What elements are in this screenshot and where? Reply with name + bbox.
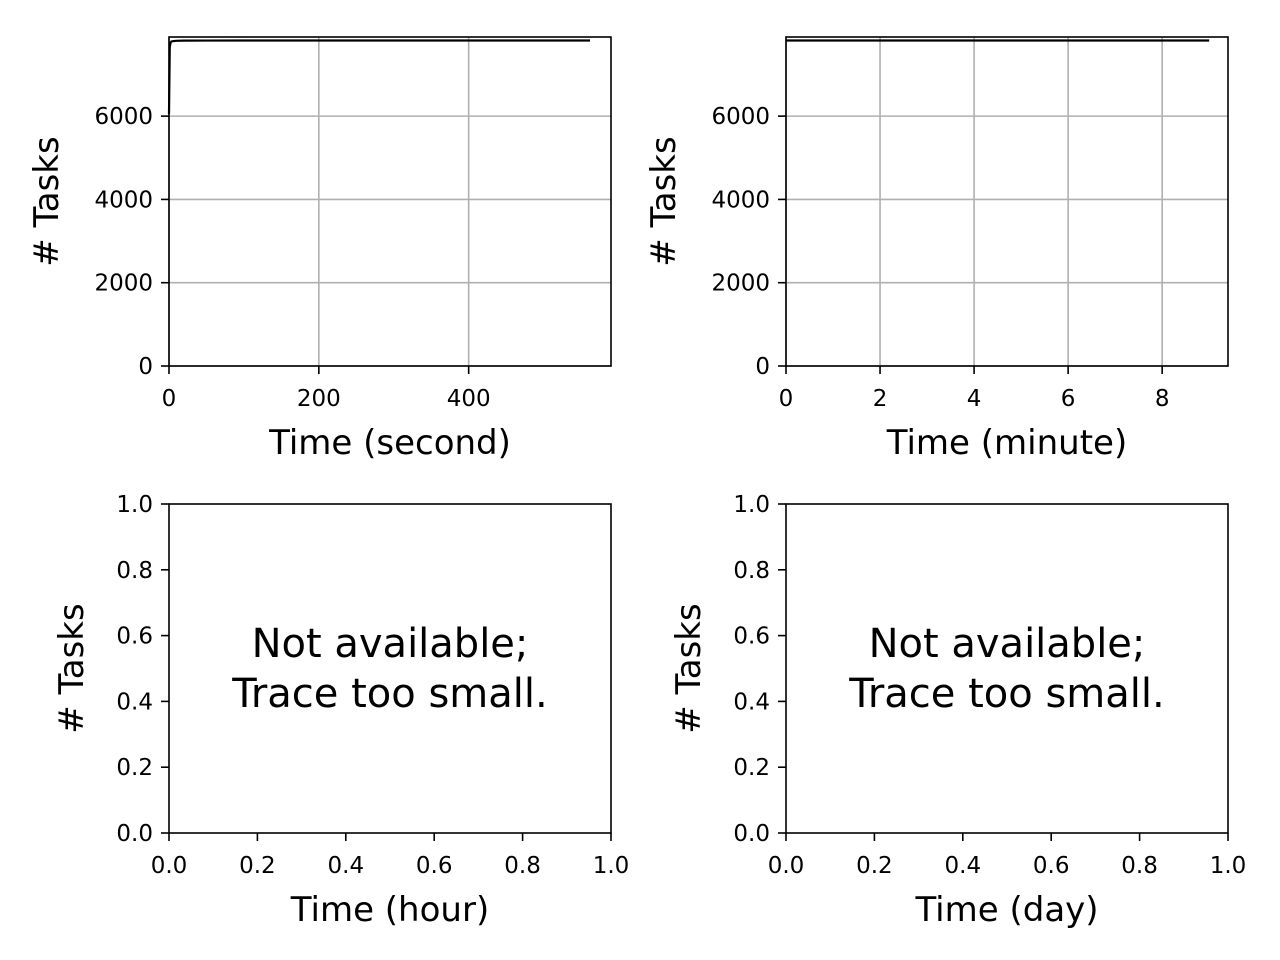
y-tick-label: 0.8 <box>116 558 153 584</box>
y-tick-label: 0.4 <box>116 689 153 715</box>
y-tick-label: 2000 <box>94 271 153 297</box>
x-tick-label: 0.0 <box>151 853 188 879</box>
x-tick-label: 0.0 <box>768 853 805 879</box>
y-tick-label: 0.2 <box>116 755 153 781</box>
x-tick-label: 1.0 <box>1210 853 1247 879</box>
x-tick-label: 4 <box>967 386 982 412</box>
x-axis-label: Time (minute) <box>886 423 1127 463</box>
x-tick-label: 0.8 <box>504 853 541 879</box>
axes-frame <box>168 36 612 367</box>
y-tick-label: 0.4 <box>733 689 770 715</box>
y-tick-label: 2000 <box>711 271 770 297</box>
y-tick-label: 0.6 <box>733 624 770 650</box>
y-tick-label: 1.0 <box>116 492 153 518</box>
annotation-text: Not available; <box>869 621 1146 667</box>
y-tick-label: 1.0 <box>733 492 770 518</box>
y-tick-label: 0.8 <box>733 558 770 584</box>
x-axis-label: Time (day) <box>914 890 1098 930</box>
x-tick-label: 0.4 <box>945 853 982 879</box>
subplot-4: 0.0 0.2 0.4 0.6 0.8 1.0 0.0 0.2 0.4 0.6 0.8 1.0 Time… <box>669 492 1246 930</box>
x-tick-label: 0 <box>779 386 794 412</box>
y-axis-label: # Tasks <box>644 136 684 266</box>
x-tick-label: 0 <box>162 386 177 412</box>
annotation-text: Trace too small. <box>848 671 1164 717</box>
y-tick-label: 4000 <box>94 187 153 213</box>
x-tick-label: 0.6 <box>1033 853 1070 879</box>
y-axis-label: # Tasks <box>27 136 67 266</box>
y-tick-label: 0.6 <box>116 624 153 650</box>
y-tick-label: 0 <box>755 354 770 380</box>
x-tick-label: 0.2 <box>856 853 893 879</box>
x-tick-label: 1.0 <box>593 853 630 879</box>
x-tick-label: 2 <box>873 386 888 412</box>
annotation-text: Not available; <box>252 621 529 667</box>
x-axis-label: Time (hour) <box>290 890 489 930</box>
axes-frame <box>785 36 1229 367</box>
y-tick-label: 0.2 <box>733 755 770 781</box>
x-tick-label: 400 <box>447 386 491 412</box>
y-tick-label: 4000 <box>711 187 770 213</box>
y-tick-label: 0.0 <box>733 821 770 847</box>
annotation-text: Trace too small. <box>231 671 547 717</box>
x-tick-label: 6 <box>1061 386 1076 412</box>
axes-frame <box>168 503 612 834</box>
subplot-3: 0.0 0.2 0.4 0.6 0.8 1.0 0.0 0.2 0.4 0.6 0.8 1.0 Time… <box>52 492 629 930</box>
y-tick-label: 0.0 <box>116 821 153 847</box>
x-tick-label: 0.8 <box>1121 853 1158 879</box>
y-axis-label: # Tasks <box>669 603 709 733</box>
y-tick-label: 0 <box>138 354 153 380</box>
x-tick-label: 8 <box>1155 386 1170 412</box>
axes-frame <box>785 503 1229 834</box>
y-tick-label: 6000 <box>711 104 770 130</box>
x-tick-label: 200 <box>297 386 341 412</box>
series-line-1 <box>167 39 591 115</box>
subplot-2: 0 2 4 6 8 0 2000 4000 6000 Time (minute) # Tasks <box>644 36 1229 463</box>
x-tick-label: 0.2 <box>239 853 276 879</box>
x-tick-label: 0.6 <box>416 853 453 879</box>
y-axis-label: # Tasks <box>52 603 92 733</box>
x-tick-label: 0.4 <box>328 853 365 879</box>
y-tick-label: 6000 <box>94 104 153 130</box>
x-axis-label: Time (second) <box>268 423 511 463</box>
